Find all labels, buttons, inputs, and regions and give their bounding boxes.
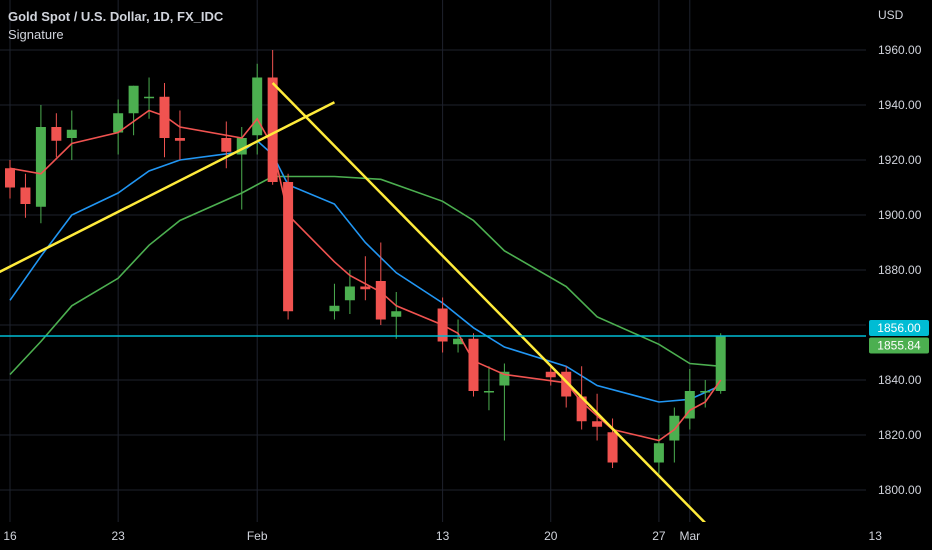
candle-body — [51, 127, 62, 141]
trendline[interactable] — [271, 82, 707, 523]
candle[interactable] — [684, 369, 695, 430]
y-tick-label: 1840.00 — [878, 373, 922, 387]
candle[interactable] — [20, 173, 31, 218]
candle-body — [684, 391, 695, 419]
candle[interactable] — [360, 256, 371, 301]
y-tick-label: 1820.00 — [878, 428, 922, 442]
trendline[interactable] — [0, 101, 336, 306]
candle-body — [113, 113, 124, 133]
candle[interactable] — [375, 242, 386, 326]
candle-body — [700, 391, 711, 393]
candle-body — [236, 138, 247, 155]
x-tick-label: 13 — [869, 529, 883, 543]
x-tick-label: Feb — [247, 529, 268, 543]
candle-body — [174, 138, 185, 141]
y-tick-label: 1800.00 — [878, 483, 922, 497]
candle-body — [561, 371, 572, 397]
candle-body — [5, 168, 15, 188]
candle[interactable] — [344, 270, 355, 314]
candle-body — [35, 127, 46, 207]
y-tick-label: 1940.00 — [878, 98, 922, 112]
candle-body — [360, 286, 371, 290]
candle[interactable] — [329, 283, 340, 320]
candle[interactable] — [545, 366, 556, 386]
candle-body — [545, 371, 556, 378]
candle[interactable] — [252, 63, 263, 155]
x-tick-label: Mar — [679, 529, 700, 543]
candle[interactable] — [51, 113, 62, 158]
candle[interactable] — [607, 418, 618, 469]
candle[interactable] — [221, 121, 232, 169]
ema-mid-line — [9, 139, 722, 403]
price-label: 1855.84 — [877, 338, 921, 352]
candle[interactable] — [669, 407, 680, 463]
candle[interactable] — [267, 50, 278, 185]
candle-body — [576, 396, 587, 422]
time-axis[interactable] — [0, 522, 866, 550]
candle-body — [468, 338, 479, 391]
candle[interactable] — [715, 333, 726, 394]
x-tick-label: 13 — [436, 529, 450, 543]
candle-body — [66, 129, 77, 138]
price-label-box — [869, 337, 929, 354]
ema-fast-line — [9, 109, 722, 442]
candle[interactable] — [236, 127, 247, 210]
candle-body — [375, 281, 386, 320]
x-tick-label: 27 — [652, 529, 666, 543]
candle-body — [453, 338, 464, 345]
candle-body — [391, 311, 402, 317]
candle[interactable] — [653, 435, 664, 474]
indicator-name: Signature — [8, 27, 64, 42]
candle-body — [144, 96, 155, 99]
candle-body — [483, 391, 494, 393]
candle[interactable] — [5, 160, 15, 199]
candle[interactable] — [144, 77, 155, 119]
candle-body — [20, 187, 31, 204]
candle-body — [221, 138, 232, 152]
ema-slow-line — [9, 175, 721, 376]
candle[interactable] — [159, 83, 170, 158]
candle-body — [128, 85, 139, 114]
candle-body — [669, 415, 680, 441]
price-axis[interactable] — [866, 0, 932, 550]
candle[interactable] — [592, 393, 603, 441]
y-tick-label: 1900.00 — [878, 208, 922, 222]
candle-body — [499, 371, 510, 386]
candle[interactable] — [499, 363, 510, 441]
candle-body — [283, 182, 294, 312]
candle[interactable] — [66, 110, 77, 161]
candle-body — [159, 96, 170, 138]
price-label: 1856.00 — [877, 321, 921, 335]
y-tick-label: 1920.00 — [878, 153, 922, 167]
candle-body — [267, 77, 278, 182]
currency-label: USD — [878, 8, 904, 22]
x-tick-label: 20 — [544, 529, 558, 543]
chart-header: Gold Spot / U.S. Dollar, 1D, FX_IDC Sign… — [8, 8, 223, 44]
candle[interactable] — [128, 85, 139, 136]
candle-body — [592, 421, 603, 427]
price-label-box — [869, 320, 929, 336]
candle[interactable] — [283, 173, 294, 320]
candle-body — [329, 305, 340, 312]
x-tick-label: 16 — [3, 529, 17, 543]
x-tick-label: 23 — [111, 529, 125, 543]
y-tick-label: 1880.00 — [878, 263, 922, 277]
candle[interactable] — [113, 99, 124, 155]
candle[interactable] — [561, 366, 572, 408]
y-tick-label: 1960.00 — [878, 43, 922, 57]
candle[interactable] — [174, 110, 185, 161]
candle-body — [715, 336, 726, 391]
candle-body — [607, 432, 618, 463]
chart-title: Gold Spot / U.S. Dollar, 1D, FX_IDC — [8, 9, 224, 24]
candle[interactable] — [483, 366, 494, 411]
candle-body — [252, 77, 263, 136]
candle[interactable] — [391, 292, 402, 339]
candle[interactable] — [468, 333, 479, 397]
candle-body — [653, 443, 664, 463]
candle[interactable] — [35, 105, 46, 224]
candle-body — [344, 286, 355, 301]
